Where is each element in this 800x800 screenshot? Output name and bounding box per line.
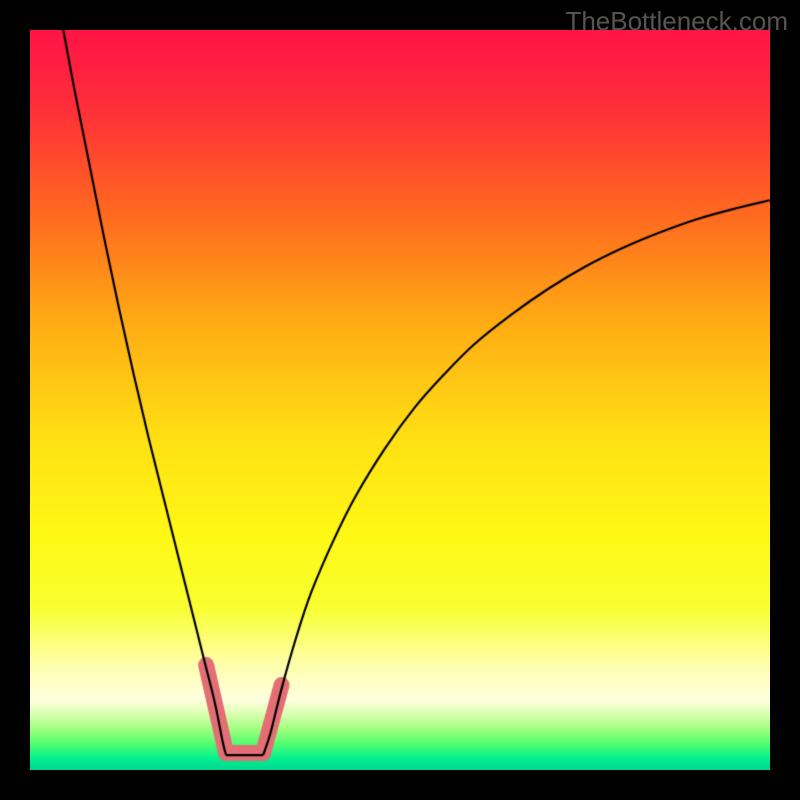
plot-area	[30, 30, 770, 770]
watermark-text: TheBottleneck.com	[565, 6, 788, 37]
bottleneck-curve	[30, 30, 770, 770]
